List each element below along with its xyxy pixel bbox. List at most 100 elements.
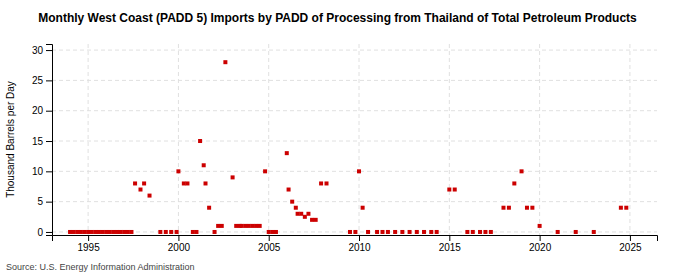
tick: 20: [32, 105, 52, 116]
point: [68, 230, 72, 234]
point: [294, 206, 298, 210]
tick-mark: [46, 232, 52, 233]
point: [512, 181, 516, 185]
tick-label: 20: [32, 105, 44, 116]
point: [220, 224, 224, 228]
point: [234, 224, 238, 228]
point: [83, 230, 87, 234]
tick: 2015: [439, 235, 462, 253]
point: [348, 230, 352, 234]
point: [129, 230, 133, 234]
tick-mark: [46, 111, 52, 112]
tick-mark: [630, 235, 631, 241]
point: [86, 230, 90, 234]
tick-label: 30: [32, 45, 44, 56]
point: [148, 194, 152, 198]
point: [202, 163, 206, 167]
point: [375, 230, 379, 234]
tick-label: 2010: [348, 242, 371, 253]
grid-line: [52, 110, 657, 111]
tick: 1995: [77, 235, 100, 253]
point: [243, 224, 247, 228]
axis-line: [46, 45, 53, 236]
point: [175, 230, 179, 234]
point: [216, 224, 220, 228]
point: [133, 181, 137, 185]
point: [574, 230, 578, 234]
tick-mark: [46, 202, 52, 203]
point: [213, 230, 217, 234]
point: [270, 230, 274, 234]
point: [204, 181, 208, 185]
point: [619, 206, 623, 210]
grid-line: [52, 201, 657, 202]
point: [408, 230, 412, 234]
axis-line: [53, 236, 658, 242]
grid-line: [88, 44, 89, 235]
tick-mark: [46, 171, 52, 172]
source: Source: U.S. Energy Information Administ…: [6, 262, 195, 272]
grid-line: [268, 44, 269, 235]
point: [72, 230, 76, 234]
point: [400, 230, 404, 234]
point: [314, 218, 318, 222]
tick-label: 2000: [168, 242, 191, 253]
tick-mark: [88, 235, 89, 241]
grid-line: [539, 44, 540, 235]
grid-line: [52, 50, 657, 51]
points: [68, 60, 628, 234]
tick: 2005: [258, 235, 281, 253]
point: [111, 230, 115, 234]
tick-label: 5: [37, 196, 43, 207]
tick-mark: [46, 141, 52, 142]
point: [75, 230, 79, 234]
point: [285, 151, 289, 155]
tick: 0: [37, 227, 52, 238]
tick: 2010: [348, 235, 371, 253]
tick-mark: [178, 235, 179, 241]
point: [465, 230, 469, 234]
point: [386, 230, 390, 234]
tick-mark: [269, 235, 270, 241]
point: [501, 206, 505, 210]
point: [267, 230, 271, 234]
tick-label: 25: [32, 75, 44, 86]
point: [164, 230, 168, 234]
point: [422, 230, 426, 234]
tick: 5: [37, 196, 52, 207]
point: [530, 206, 534, 210]
point: [274, 230, 278, 234]
point: [104, 230, 108, 234]
point: [122, 230, 126, 234]
point: [191, 230, 195, 234]
tick-label: 10: [32, 166, 44, 177]
grid-line: [52, 171, 657, 172]
point: [478, 230, 482, 234]
point: [520, 169, 524, 173]
tick-label: 2005: [258, 242, 281, 253]
point: [185, 181, 189, 185]
y-axis: 051015202530: [32, 45, 53, 238]
tick-label: 1995: [77, 242, 100, 253]
tick-mark: [46, 80, 52, 81]
point: [90, 230, 94, 234]
point: [447, 188, 451, 192]
point: [319, 181, 323, 185]
point: [97, 230, 101, 234]
point: [290, 200, 294, 204]
grid-line: [178, 44, 179, 235]
grid-line: [52, 141, 657, 142]
point: [453, 188, 457, 192]
grid-line: [629, 44, 630, 235]
x-axis: 1995200020052010201520202025: [53, 235, 658, 253]
tick-label: 2015: [439, 242, 462, 253]
point: [357, 169, 361, 173]
point: [240, 224, 244, 228]
y-axis-label: Thousand Barrels per Day: [5, 81, 16, 198]
point: [299, 212, 303, 216]
point: [231, 175, 235, 179]
point: [93, 230, 97, 234]
tick: 2025: [619, 235, 642, 253]
point: [303, 215, 307, 219]
point: [310, 218, 314, 222]
